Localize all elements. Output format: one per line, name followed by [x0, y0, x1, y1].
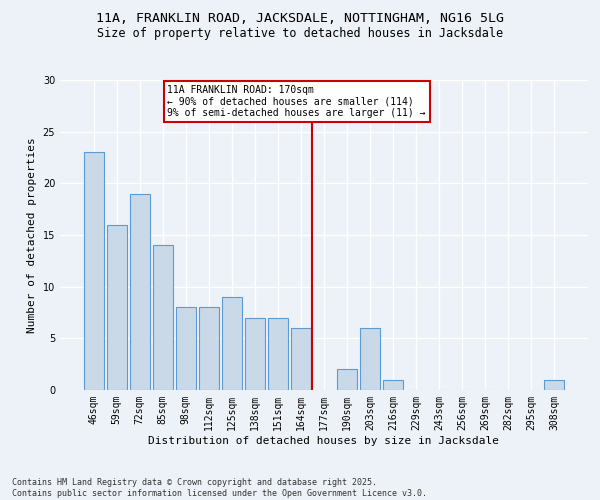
Text: Contains HM Land Registry data © Crown copyright and database right 2025.
Contai: Contains HM Land Registry data © Crown c…: [12, 478, 427, 498]
Bar: [176, 308, 196, 390]
Bar: [107, 224, 127, 390]
Bar: [268, 318, 288, 390]
Bar: [383, 380, 403, 390]
Bar: [291, 328, 311, 390]
Y-axis label: Number of detached properties: Number of detached properties: [27, 137, 37, 333]
Bar: [153, 246, 173, 390]
Bar: [337, 370, 357, 390]
X-axis label: Distribution of detached houses by size in Jacksdale: Distribution of detached houses by size …: [149, 436, 499, 446]
Text: 11A FRANKLIN ROAD: 170sqm
← 90% of detached houses are smaller (114)
9% of semi-: 11A FRANKLIN ROAD: 170sqm ← 90% of detac…: [167, 85, 426, 118]
Bar: [130, 194, 149, 390]
Bar: [245, 318, 265, 390]
Text: 11A, FRANKLIN ROAD, JACKSDALE, NOTTINGHAM, NG16 5LG: 11A, FRANKLIN ROAD, JACKSDALE, NOTTINGHA…: [96, 12, 504, 26]
Bar: [199, 308, 218, 390]
Bar: [84, 152, 104, 390]
Bar: [360, 328, 380, 390]
Text: Size of property relative to detached houses in Jacksdale: Size of property relative to detached ho…: [97, 28, 503, 40]
Bar: [544, 380, 564, 390]
Bar: [222, 297, 242, 390]
